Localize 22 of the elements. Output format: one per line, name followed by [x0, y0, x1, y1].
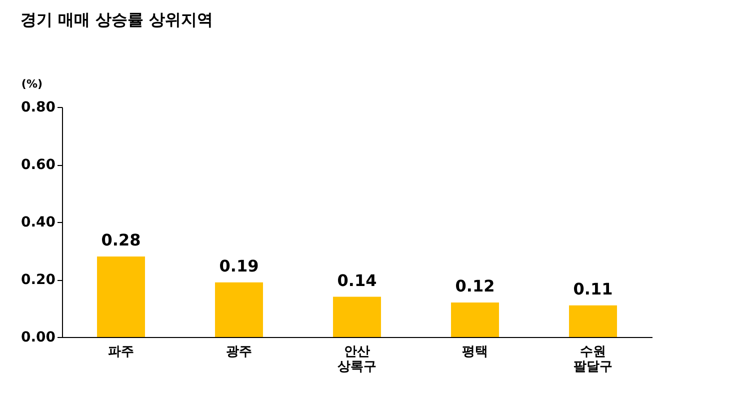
y-tick-label: 0.80 — [20, 100, 56, 116]
bar — [97, 256, 145, 337]
x-tick-label: 광주 — [226, 344, 252, 360]
x-tick-label: 수원 팔달구 — [574, 344, 612, 374]
bar — [333, 296, 381, 337]
y-tick-label: 0.20 — [20, 272, 56, 288]
y-tick-label: 0.00 — [20, 330, 56, 346]
x-tick-label: 파주 — [108, 344, 134, 360]
y-axis-title: (%) — [21, 78, 42, 90]
data-label: 0.11 — [573, 279, 613, 298]
x-tick-label: 안산 상록구 — [338, 344, 376, 374]
data-label: 0.14 — [337, 270, 377, 290]
bar — [569, 305, 617, 337]
bar — [215, 282, 263, 337]
data-label: 0.28 — [101, 230, 141, 250]
data-label: 0.12 — [455, 276, 495, 296]
y-tick-label: 0.40 — [20, 214, 56, 230]
bar — [451, 302, 499, 337]
chart-title: 경기 매매 상승률 상위지역 — [20, 10, 214, 29]
data-label: 0.19 — [219, 256, 259, 276]
x-tick-label: 평택 — [462, 344, 488, 360]
y-tick-label: 0.60 — [20, 157, 56, 173]
